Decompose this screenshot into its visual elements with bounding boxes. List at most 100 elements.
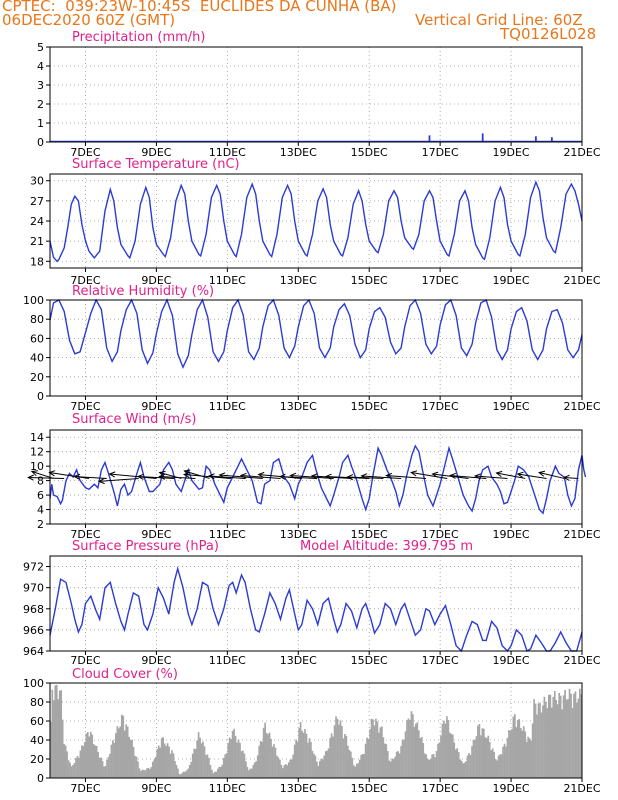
cloud-bar	[175, 765, 178, 778]
cloud-bar	[98, 757, 101, 778]
wind-arrow	[218, 472, 263, 479]
grid-temperature	[50, 174, 582, 268]
cloud-bar	[149, 769, 151, 778]
cloud-bar	[104, 766, 107, 778]
cloud-bar	[450, 733, 453, 778]
cloud-bar	[128, 736, 130, 778]
x-tick-label: 7DEC	[70, 400, 100, 413]
cloud-bar	[344, 734, 346, 778]
cloud-bar	[354, 766, 357, 778]
cloud-bar	[308, 738, 311, 778]
cloud-bar	[168, 746, 170, 778]
y-tick-label: 30	[30, 175, 44, 188]
cloud-bar	[162, 737, 164, 778]
cloud-bar	[277, 757, 280, 778]
cloud-bar	[339, 720, 342, 778]
cloud-bar	[338, 724, 340, 778]
cloud-bar	[216, 768, 219, 778]
y-tick-label: 0	[37, 772, 44, 785]
cloud-bar	[550, 707, 553, 778]
cloud-bar	[443, 720, 445, 778]
y-tick-label: 968	[23, 603, 44, 616]
cloud-bar	[451, 734, 454, 778]
x-tick-label: 19DEC	[493, 782, 530, 795]
cloud-bar	[485, 738, 488, 778]
cloud-bar	[447, 720, 450, 778]
station-header: CPTEC: 039:23W-10:45S EUCLIDES DA CUNHA …	[2, 0, 397, 15]
y-tick-label: 8	[37, 475, 44, 488]
cloud-bar	[205, 754, 207, 778]
wind-arrow	[410, 470, 448, 479]
cloud-bar	[157, 745, 160, 778]
x-tick-label: 13DEC	[280, 528, 317, 541]
cloud-bar	[366, 737, 368, 778]
cloud-bar	[477, 725, 479, 778]
cloud-bar	[539, 702, 541, 778]
y-tick-label: 20	[30, 753, 44, 766]
y-tick-label: 12	[30, 446, 44, 459]
panel-humidity: Relative Humidity (%) 0 20 40 60 80 100 7DEC 9DE…	[23, 284, 601, 413]
cloud-bar	[499, 754, 501, 778]
cloud-bar	[383, 743, 386, 778]
cloud-bar	[103, 766, 105, 778]
cloud-bar	[144, 770, 147, 778]
cloud-bar	[91, 734, 94, 778]
cloud-bar	[250, 768, 253, 778]
cloud-bar	[60, 690, 63, 778]
y-tick-label: 27	[30, 195, 44, 208]
y-tick-label: 10	[30, 460, 44, 473]
cloud-bars	[50, 684, 583, 778]
cloud-bar	[431, 754, 433, 778]
cloud-bar	[72, 765, 74, 778]
cloud-bar	[320, 758, 323, 778]
cloud-bar	[225, 753, 228, 778]
cloud-bar	[160, 738, 163, 778]
cloud-bar	[412, 714, 414, 778]
cloud-bar	[233, 728, 235, 778]
cloud-bar	[345, 736, 348, 778]
cloud-bar	[364, 743, 367, 778]
cloud-bar	[214, 771, 216, 778]
y-tick-label: 4	[37, 504, 44, 517]
cloud-bar	[202, 741, 204, 778]
panel-title-pressure: Surface Pressure (hPa)	[72, 539, 219, 554]
cloud-bar	[531, 723, 534, 778]
wind-arrow	[289, 472, 334, 479]
cloud-bar	[89, 731, 92, 778]
cloud-bar	[536, 714, 538, 778]
cloud-bar	[81, 745, 83, 778]
cloud-bar	[193, 748, 196, 778]
cloud-bar	[57, 699, 60, 778]
cloud-bar	[138, 768, 141, 778]
cloud-bar	[66, 751, 68, 778]
cloud-bar	[106, 759, 108, 778]
cloud-bar	[203, 746, 206, 778]
x-tick-label: 15DEC	[351, 782, 388, 795]
cloud-bar	[574, 691, 577, 778]
cloud-bar	[97, 751, 99, 778]
cloud-bar	[208, 758, 210, 778]
cloud-bar	[78, 757, 80, 778]
cloud-bar	[518, 719, 521, 778]
cloud-bar	[123, 730, 126, 778]
cloud-bar	[438, 742, 441, 778]
cloud-bar	[460, 760, 463, 778]
cloud-bar	[270, 738, 272, 778]
x-tick-label: 9DEC	[141, 400, 171, 413]
cloud-bar	[549, 694, 552, 778]
panel-cloud: Cloud Cover (%) 0 20 40 60 80 100 7DEC 9DEC 11DEC…	[23, 667, 601, 795]
cloud-bar	[562, 695, 565, 778]
cloud-bar	[515, 727, 518, 778]
panel-frame-precipitation	[49, 46, 583, 143]
x-tick-label: 7DEC	[70, 782, 100, 795]
cloud-bar	[509, 730, 512, 778]
cloud-bar	[199, 737, 201, 778]
cloud-bar	[125, 724, 128, 778]
cloud-bar	[180, 774, 182, 778]
x-tick-label: 17DEC	[422, 146, 459, 159]
cloud-bar	[379, 727, 382, 778]
cloud-bar	[242, 750, 244, 778]
cloud-bar	[185, 770, 188, 778]
x-tick-label: 9DEC	[141, 274, 171, 287]
